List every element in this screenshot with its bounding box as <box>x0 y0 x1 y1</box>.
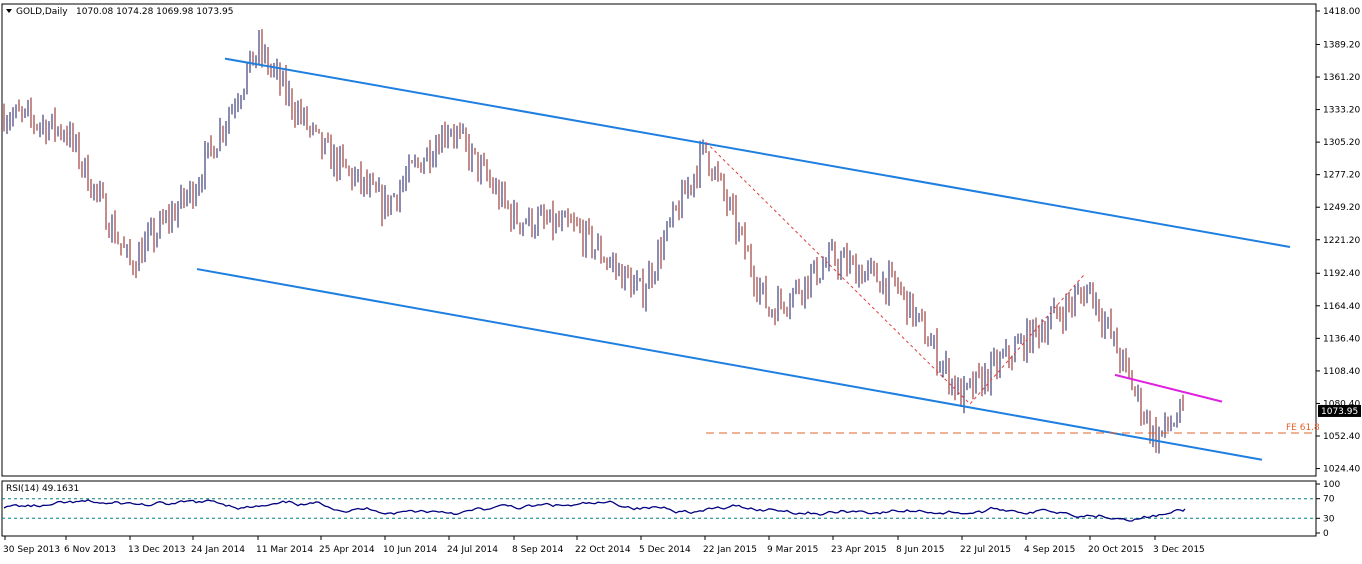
channel-upper-line <box>224 57 1291 248</box>
price-tick-label: 1024.40 <box>1323 465 1360 475</box>
fibonacci-expansion-line <box>705 141 1086 405</box>
time-tick-label: 8 Sep 2014 <box>512 545 564 555</box>
time-tick-label: 24 Jul 2014 <box>447 545 498 555</box>
rsi-panel-frame <box>1 480 1317 537</box>
price-tick-label: 1136.40 <box>1323 334 1360 344</box>
time-tick-label: 3 Dec 2015 <box>1153 545 1205 555</box>
price-tick-label: 1052.40 <box>1323 432 1360 442</box>
dropdown-arrow-icon[interactable] <box>6 9 12 13</box>
price-axis: 1418.00 1389.20 1361.20 1333.20 1305.20 1277.… <box>1316 7 1361 475</box>
price-tick-label: 1249.20 <box>1323 203 1360 213</box>
price-tick-label: 1361.20 <box>1323 73 1360 83</box>
time-tick-label: 22 Oct 2014 <box>575 545 631 555</box>
price-tick-label: 1108.40 <box>1323 367 1360 377</box>
time-tick-label: 10 Jun 2014 <box>383 545 437 555</box>
time-tick-label: 22 Jul 2015 <box>960 545 1011 555</box>
time-tick-label: 24 Jan 2014 <box>191 545 245 555</box>
price-tick-label: 1277.20 <box>1323 171 1360 181</box>
current-price-label: 1073.95 <box>1321 407 1358 417</box>
time-tick-label: 23 Apr 2015 <box>831 545 887 555</box>
rsi-tick-label: 30 <box>1323 514 1335 524</box>
time-tick-label: 25 Apr 2014 <box>319 545 375 555</box>
time-tick-label: 20 Oct 2015 <box>1088 545 1144 555</box>
rsi-line <box>3 499 1186 522</box>
time-tick-label: 11 Mar 2014 <box>256 545 313 555</box>
price-tick-label: 1305.20 <box>1323 138 1360 148</box>
price-tick-label: 1333.20 <box>1323 106 1360 116</box>
current-price-marker <box>1318 404 1361 417</box>
time-tick-label: 6 Nov 2013 <box>64 545 116 555</box>
fe-61-8-label: FE 61.8 <box>1286 423 1320 433</box>
resistance-trendline <box>1114 373 1223 403</box>
time-tick-label: 22 Jan 2015 <box>703 545 757 555</box>
price-tick-label: 1389.20 <box>1323 40 1360 50</box>
channel-lower-line <box>196 268 1263 461</box>
candlestick-series <box>3 29 1184 454</box>
ohlc-values: 1070.08 1074.28 1069.98 1073.95 <box>76 7 233 17</box>
rsi-tick-label: 70 <box>1323 495 1335 505</box>
time-axis: 30 Sep 2013 6 Nov 2013 13 Dec 2013 24 Jan 2… <box>3 536 1205 555</box>
time-tick-label: 9 Mar 2015 <box>767 545 818 555</box>
time-tick-label: 4 Sep 2015 <box>1024 545 1075 555</box>
time-tick-label: 5 Dec 2014 <box>639 545 691 555</box>
symbol-label: GOLD,Daily <box>16 7 68 17</box>
price-tick-label: 1080.40 <box>1323 399 1360 409</box>
price-tick-label: 1192.40 <box>1323 269 1360 279</box>
price-tick-label: 1164.40 <box>1323 302 1360 312</box>
time-tick-label: 30 Sep 2013 <box>3 545 60 555</box>
price-tick-label: 1221.20 <box>1323 236 1360 246</box>
rsi-panel: 100 70 30 0 RSI(14) 49.1631 <box>2 480 1340 539</box>
time-tick-label: 13 Dec 2013 <box>128 545 186 555</box>
time-tick-label: 8 Jun 2015 <box>896 545 944 555</box>
rsi-tick-label: 0 <box>1323 529 1329 539</box>
rsi-label: RSI(14) 49.1631 <box>6 484 79 494</box>
rsi-tick-label: 100 <box>1323 480 1340 490</box>
trendline-overlays: FE 61.8 <box>196 57 1320 461</box>
price-panel-frame <box>1 3 1317 477</box>
price-tick-label: 1418.00 <box>1323 7 1360 17</box>
